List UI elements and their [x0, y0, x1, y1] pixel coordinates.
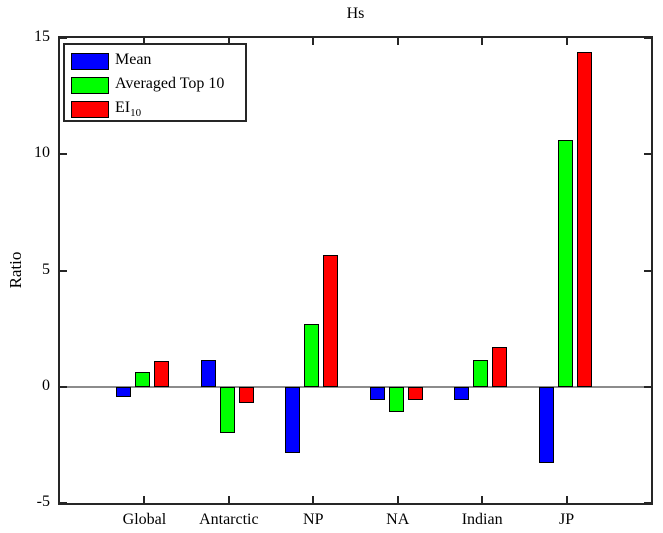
bar-averaged-top-10-na — [388, 386, 404, 413]
bar-mean-indian — [454, 386, 470, 400]
legend: Mean Averaged Top 10 EI10 — [63, 43, 247, 122]
x-tick-top — [227, 38, 230, 45]
bar-mean-antarctic — [200, 360, 216, 387]
x-tick-label: JP — [559, 511, 575, 528]
bar-ei-10-global — [154, 361, 170, 387]
bar-ei-10-np — [323, 255, 339, 387]
y-tick-right — [644, 385, 651, 388]
y-tick-right — [644, 269, 651, 272]
legend-label-mean: Mean — [115, 50, 152, 68]
bar-mean-np — [285, 386, 301, 453]
legend-label-ei10: EI10 — [115, 98, 142, 120]
legend-entry-ei10: EI10 — [71, 97, 245, 121]
x-tick-top — [481, 38, 484, 45]
y-tick-right — [644, 153, 651, 156]
y-tick-label: 10 — [34, 144, 50, 162]
x-tick — [312, 496, 315, 503]
bar-mean-global — [116, 386, 132, 398]
x-tick — [565, 496, 568, 503]
legend-entry-averaged-top-10: Averaged Top 10 — [71, 73, 245, 97]
y-tick-right — [644, 502, 651, 504]
y-tick-label: 15 — [34, 28, 50, 45]
bar-averaged-top-10-np — [304, 323, 320, 387]
legend-entry-mean: Mean — [71, 49, 245, 73]
y-tick — [60, 385, 67, 388]
y-tick-label: -5 — [36, 493, 50, 510]
bar-averaged-top-10-antarctic — [219, 386, 235, 434]
x-tick — [481, 496, 484, 503]
y-tick-right — [644, 37, 651, 39]
x-tick — [143, 496, 146, 503]
bar-averaged-top-10-indian — [473, 360, 489, 387]
x-tick — [396, 496, 399, 503]
x-tick-label: Indian — [461, 511, 503, 528]
x-tick-top — [565, 38, 568, 45]
x-tick-top — [143, 38, 146, 45]
bar-ei-10-antarctic — [238, 386, 254, 404]
bar-averaged-top-10-jp — [557, 140, 573, 387]
legend-swatch-ei10 — [71, 100, 109, 118]
y-tick — [60, 37, 67, 39]
x-tick — [227, 496, 230, 503]
y-tick — [60, 153, 67, 156]
x-tick-top — [396, 38, 399, 45]
bar-ei-10-jp — [576, 51, 592, 387]
bar-mean-na — [369, 386, 385, 400]
x-tick-label: NP — [303, 511, 324, 528]
x-tick-label: Global — [122, 511, 167, 528]
zero-baseline — [60, 385, 651, 388]
legend-swatch-averaged-top-10 — [71, 76, 109, 94]
y-tick — [60, 502, 67, 504]
x-tick-label: NA — [386, 511, 410, 528]
chart-title: Hs — [346, 5, 365, 22]
legend-label-averaged-top-10: Averaged Top 10 — [115, 74, 225, 92]
y-tick — [60, 269, 67, 272]
bar-ei-10-na — [407, 386, 423, 400]
bar-ei-10-indian — [492, 347, 508, 387]
x-tick-top — [312, 38, 315, 45]
bar-averaged-top-10-global — [135, 371, 151, 387]
x-tick-label: Antarctic — [199, 511, 259, 528]
bar-mean-jp — [538, 386, 554, 464]
y-tick-label: 0 — [42, 376, 50, 394]
y-tick-label: 5 — [42, 260, 50, 278]
legend-swatch-mean — [71, 52, 109, 70]
